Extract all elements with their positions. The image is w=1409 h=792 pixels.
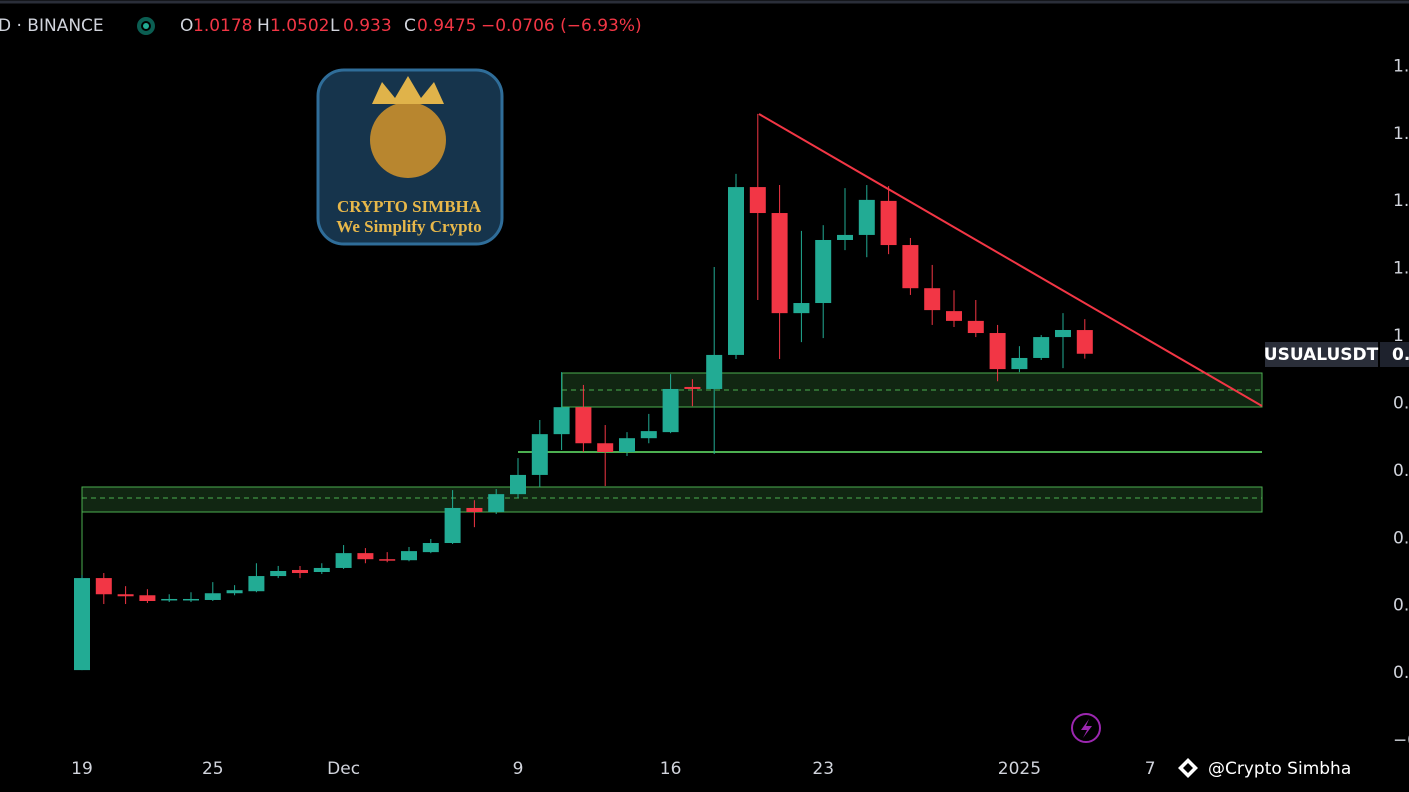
alert-bolt (1081, 719, 1092, 738)
price-tag-symbol: USUALUSDT (1264, 345, 1379, 365)
y-tick-label: 1 (1393, 326, 1404, 346)
ohlc-label: C (404, 16, 416, 36)
candle-body (706, 354, 723, 389)
candle-body (183, 598, 199, 601)
candle-body (510, 474, 526, 495)
price-tag-symbol-bg (1265, 342, 1378, 367)
candle-body (967, 320, 984, 334)
ohlc-legend: O 1.0178 H 1.0502 L 0.933 C 0.9475 −0.0706 (−6.9… (180, 16, 642, 36)
candle-body (226, 590, 243, 594)
x-tick-label: 16 (660, 759, 682, 779)
candle-body (640, 431, 657, 439)
candle-body (161, 598, 178, 601)
candle-body (95, 578, 112, 595)
logo: CRYPTO SIMBHA We Simplify Crypto (316, 68, 504, 246)
y-tick-label: 0. (1393, 663, 1409, 683)
candle-body (204, 593, 221, 600)
candle-body (488, 494, 505, 513)
status-dot-core (143, 23, 149, 29)
time-axis: 19 25 Dec 9 16 23 2025 7 (71, 759, 1155, 779)
candle-body (357, 553, 374, 560)
ohlc-value: 0.933 (343, 16, 392, 36)
y-tick-label: 0. (1393, 528, 1409, 548)
zone-lower (81, 486, 1263, 513)
symbol: D · BINANCE (0, 16, 104, 36)
logo-tagline: We Simplify Crypto (336, 217, 481, 236)
y-tick-label: 1. (1393, 259, 1409, 279)
candle-body (1011, 357, 1028, 370)
y-tick-label: 1. (1393, 124, 1409, 144)
candle-body (335, 553, 352, 568)
candle-body (728, 187, 744, 355)
price-axis: 1.1.1.1.10.0.0.0.0.−0 (1380, 56, 1409, 751)
y-tick-label: 1. (1393, 56, 1409, 76)
candle-body (662, 388, 679, 433)
candle-body (771, 213, 788, 314)
candle-body (597, 443, 614, 453)
candle-body (749, 187, 766, 214)
candle-body (858, 199, 875, 235)
watermark-icon (1178, 758, 1198, 778)
candle-body (292, 569, 308, 574)
candle-body (139, 595, 156, 601)
candle-body (619, 438, 635, 453)
ohlc-value: 1.0502 (270, 16, 329, 36)
ohlc-label: L (330, 16, 340, 36)
x-tick-label: 7 (1145, 759, 1156, 779)
watermark: @Crypto Simbha (1208, 759, 1351, 779)
candle-body (401, 551, 417, 561)
x-tick-label: 2025 (998, 759, 1041, 779)
candle-body (270, 570, 287, 577)
alert-icon[interactable] (1071, 713, 1101, 743)
candle-body (1076, 330, 1093, 354)
candle-body (248, 576, 265, 592)
candle-body (793, 303, 810, 314)
candle-body (946, 311, 962, 321)
x-tick-label: 25 (202, 759, 224, 779)
candle-body (422, 543, 439, 553)
candle-body (117, 594, 134, 597)
ohlc-label: O (180, 16, 193, 36)
x-tick-label: Dec (327, 759, 360, 779)
candle-body (74, 578, 90, 671)
candle-body (837, 234, 853, 240)
ohlc-value: 0.9475 (417, 16, 476, 36)
price-tag-value: 0. (1392, 345, 1409, 365)
candle-body (1055, 329, 1071, 338)
x-tick-label: 23 (812, 759, 834, 779)
candle-body (444, 507, 461, 544)
y-tick-label: 0. (1393, 461, 1409, 481)
candle-body (466, 507, 483, 513)
candle-body (815, 239, 832, 304)
candle-body (902, 245, 919, 289)
y-tick-label: 1. (1393, 191, 1409, 211)
ohlc-value: 1.0178 (193, 16, 252, 36)
candle-body (531, 434, 548, 475)
candle-body (313, 567, 330, 573)
x-tick-label: 9 (513, 759, 524, 779)
x-tick-label: 19 (71, 759, 93, 779)
candle-body (379, 559, 396, 561)
candles (74, 113, 1093, 671)
logo-crown (372, 76, 444, 104)
y-tick-label: −0 (1393, 731, 1409, 751)
candle-body (880, 200, 897, 246)
ohlc-label: H (257, 16, 270, 36)
candle-body (1033, 337, 1050, 358)
ohlc-change: −0.0706 (−6.93%) (481, 16, 642, 36)
candle-body (684, 386, 701, 389)
candle-body (924, 288, 941, 311)
y-tick-label: 0. (1393, 596, 1409, 616)
logo-title: CRYPTO SIMBHA (337, 197, 482, 216)
y-tick-label: 0. (1393, 393, 1409, 413)
price-tag-value-bg (1380, 342, 1409, 367)
logo-lion (370, 102, 446, 178)
status-dot[interactable] (137, 17, 155, 35)
trend-line (758, 113, 1263, 407)
candle-body (575, 407, 592, 444)
candle-body (989, 333, 1006, 370)
candle-body (553, 407, 570, 435)
